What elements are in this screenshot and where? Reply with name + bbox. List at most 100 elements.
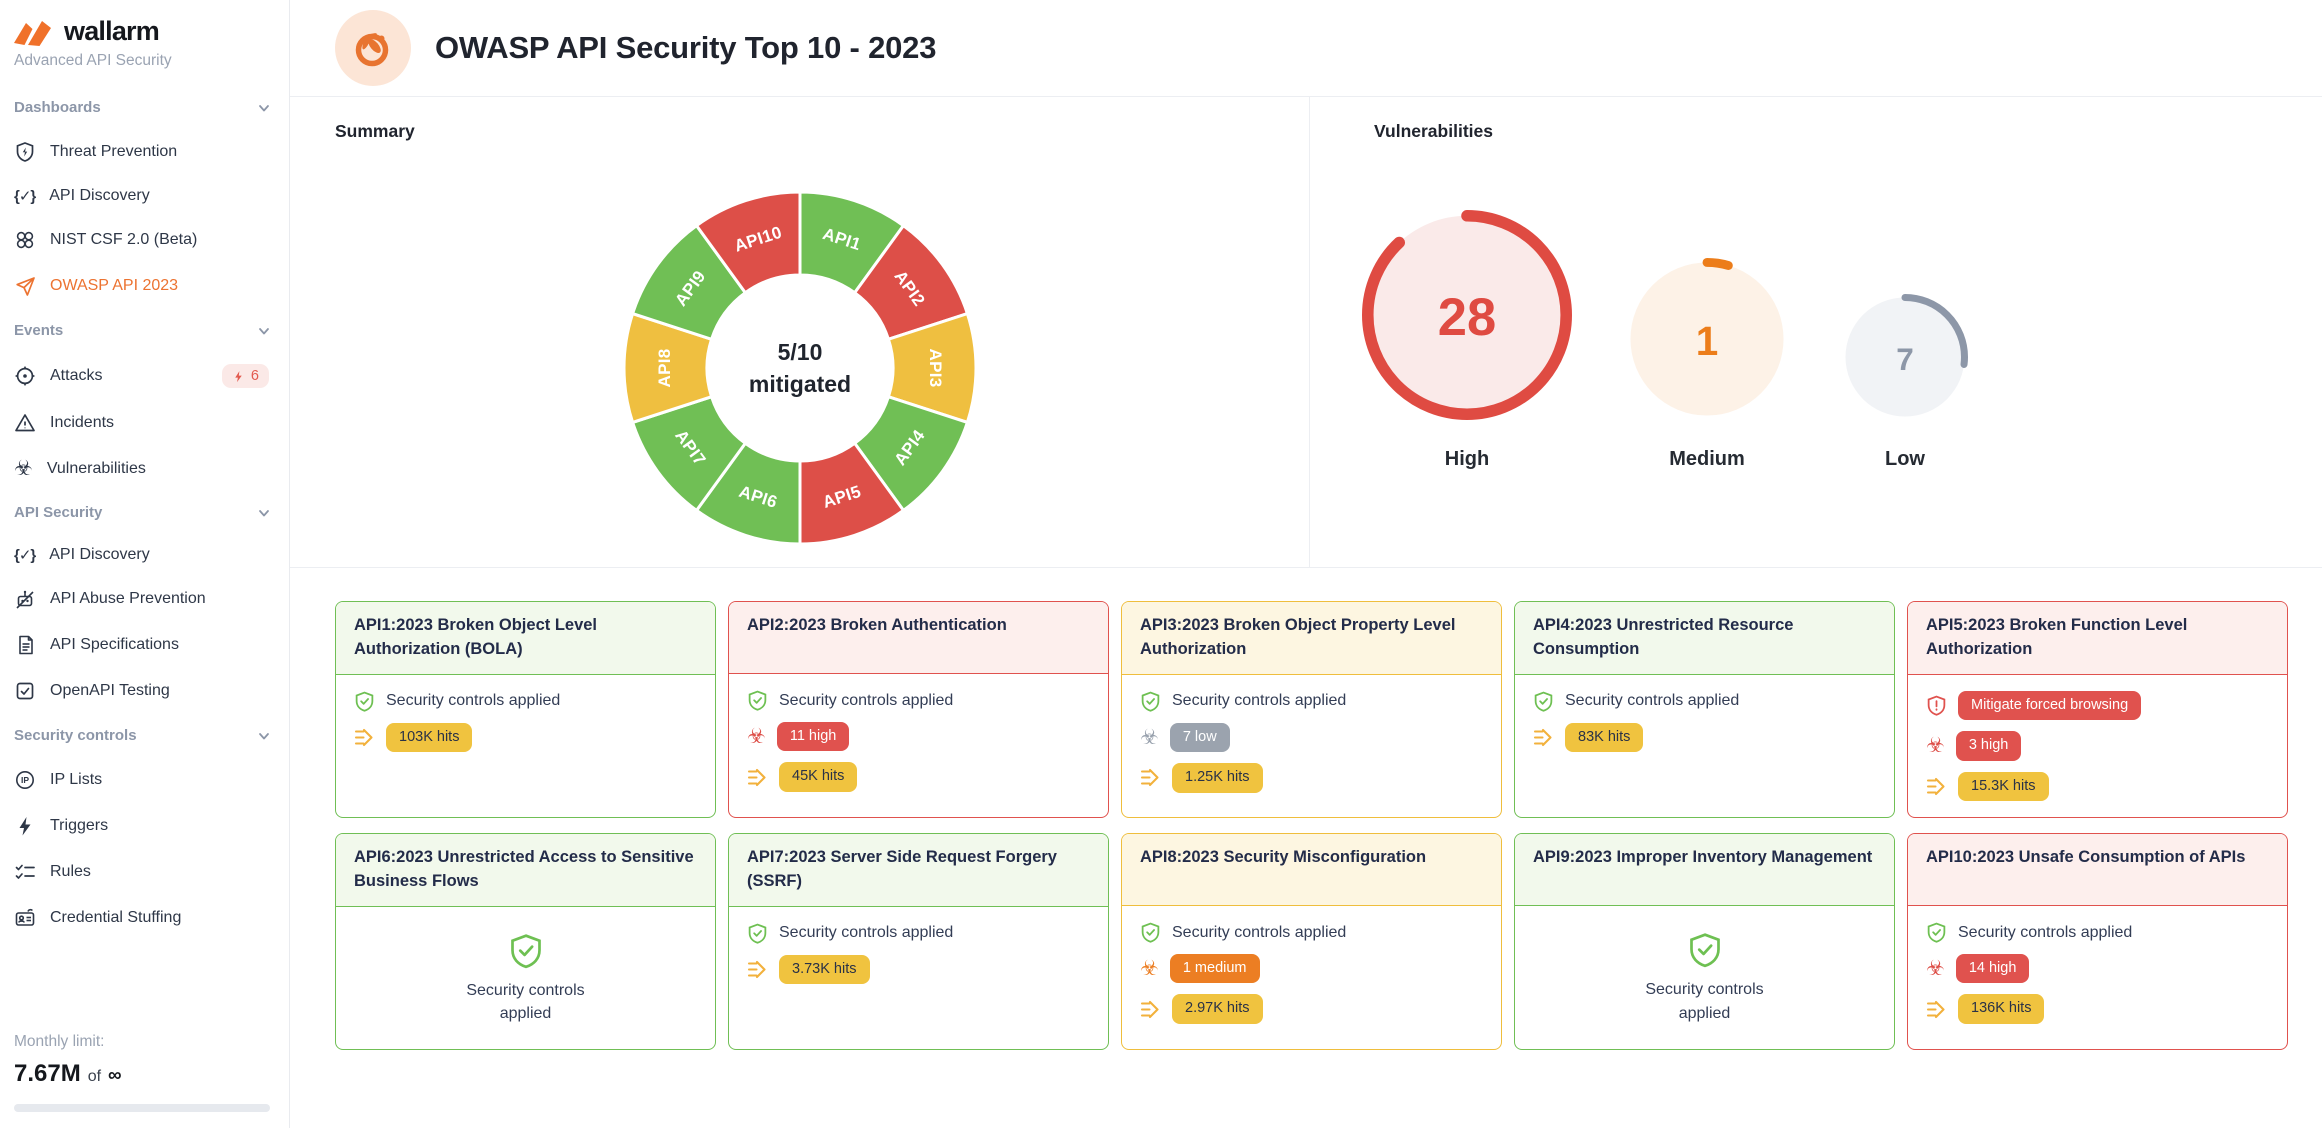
- ip-circle-icon: IP: [14, 769, 36, 791]
- sidebar-section-header-api-security[interactable]: API Security: [13, 491, 289, 534]
- sidebar-item-openapi-testing[interactable]: OpenAPI Testing: [13, 668, 289, 714]
- product-subtitle: Advanced API Security: [14, 52, 172, 69]
- shield-check-icon: [1926, 922, 1947, 943]
- security-status-text: Security controls applied: [466, 981, 585, 1022]
- card-body: Security controls applied: [336, 907, 715, 1049]
- sidebar-item-label: API Abuse Prevention: [50, 590, 206, 607]
- badge-7-low[interactable]: 7 low: [1169, 722, 1230, 753]
- monthly-limit-progress-bar: [14, 1104, 270, 1112]
- badge-14-high[interactable]: 14 high: [1955, 954, 2030, 984]
- donut-segment-label: API8: [655, 349, 674, 388]
- badge-83k-hits[interactable]: 83K hits: [1565, 722, 1644, 753]
- card-api3[interactable]: API3:2023 Broken Object Property Level A…: [1121, 601, 1502, 818]
- card-header: API4:2023 Unrestricted Resource Consumpt…: [1515, 602, 1894, 675]
- sidebar-item-vulnerabilities[interactable]: ☣ Vulnerabilities: [13, 446, 289, 491]
- badge-3-73k-hits[interactable]: 3.73K hits: [779, 954, 870, 985]
- sidebar-section-header-dashboards[interactable]: Dashboards: [13, 86, 289, 129]
- summary-panel: Summary API1 API2 API3 API4 API5 API6 API7 API8…: [290, 97, 1310, 567]
- card-api9[interactable]: API9:2023 Improper Inventory Management …: [1514, 833, 1895, 1050]
- badge-45k-hits[interactable]: 45K hits: [779, 762, 858, 792]
- metric-row: 83K hits: [1533, 722, 1876, 753]
- badge-136k-hits[interactable]: 136K hits: [1958, 994, 2045, 1024]
- badge-103k-hits[interactable]: 103K hits: [386, 722, 473, 753]
- metric-row: 103K hits: [354, 722, 697, 753]
- checklist-icon: [14, 861, 36, 883]
- card-header: API10:2023 Unsafe Consumption of APIs: [1908, 834, 2287, 906]
- sidebar-section-label: Dashboards: [14, 99, 101, 116]
- sidebar-section-header-security-controls[interactable]: Security controls: [13, 714, 289, 757]
- sidebar-section-label: Events: [14, 322, 64, 339]
- card-api4[interactable]: API4:2023 Unrestricted Resource Consumpt…: [1514, 601, 1895, 818]
- donut-segment-label: API3: [926, 349, 945, 388]
- sidebar-item-label: Credential Stuffing: [50, 909, 182, 926]
- wallarm-logo[interactable]: wallarm: [13, 16, 289, 47]
- sidebar-item-api-abuse-prevention[interactable]: API Abuse Prevention: [13, 576, 289, 622]
- security-status-text: Security controls applied: [1172, 923, 1347, 941]
- card-api2[interactable]: API2:2023 Broken Authentication Security…: [728, 601, 1109, 818]
- sidebar-item-label: IP Lists: [50, 771, 103, 788]
- monthly-limit-block: Monthly limit: 7.67M of ∞: [13, 1033, 289, 1114]
- card-api10[interactable]: API10:2023 Unsafe Consumption of APIs Se…: [1907, 833, 2288, 1050]
- sidebar-item-nist-csf-2-0-beta[interactable]: NIST CSF 2.0 (Beta): [13, 217, 289, 263]
- sidebar-item-label: API Specifications: [50, 636, 179, 653]
- security-status-text: Security controls applied: [386, 692, 561, 710]
- biohazard-icon: ☣: [747, 725, 766, 749]
- card-body: Security controls applied ☣ 1 medium 2.9…: [1122, 906, 1501, 1049]
- sidebar-item-triggers[interactable]: Triggers: [13, 803, 289, 849]
- card-api8[interactable]: API8:2023 Security Misconfiguration Secu…: [1121, 833, 1502, 1050]
- metric-row: ☣ 7 low: [1140, 722, 1483, 753]
- sidebar-item-rules[interactable]: Rules: [13, 849, 289, 895]
- card-api5[interactable]: API5:2023 Broken Function Level Authoriz…: [1907, 601, 2288, 818]
- sidebar-section-label: Security controls: [14, 727, 137, 744]
- metric-row: Mitigate forced browsing: [1926, 690, 2269, 721]
- badge-15-3k-hits[interactable]: 15.3K hits: [1958, 771, 2049, 802]
- sidebar-item-attacks[interactable]: Attacks 6: [13, 352, 289, 400]
- hits-arrows-icon: [747, 959, 768, 980]
- sidebar-item-credential-stuffing[interactable]: Credential Stuffing: [13, 895, 289, 941]
- infinity-icon: ∞: [108, 1065, 122, 1086]
- chevron-down-icon: [257, 506, 271, 520]
- shield-check-icon: [508, 933, 544, 969]
- shield-bolt-icon: [14, 141, 36, 163]
- sidebar-item-owasp-api-2023[interactable]: OWASP API 2023: [13, 263, 289, 309]
- gauge-low[interactable]: 7 Low: [1836, 209, 1974, 471]
- biohazard-icon: ☣: [1140, 957, 1159, 981]
- badge-mitigate-forced-browsing[interactable]: Mitigate forced browsing: [1958, 690, 2142, 721]
- security-status-row: Security controls applied: [747, 690, 1090, 711]
- sidebar-item-api-specifications[interactable]: API Specifications: [13, 622, 289, 668]
- sidebar-item-ip-lists[interactable]: IP IP Lists: [13, 757, 289, 803]
- charts-row: Summary API1 API2 API3 API4 API5 API6 API7 API8…: [290, 97, 2322, 568]
- page-title: OWASP API Security Top 10 - 2023: [435, 30, 937, 65]
- card-api6[interactable]: API6:2023 Unrestricted Access to Sensiti…: [335, 833, 716, 1050]
- gauge-ring: [1362, 210, 1572, 420]
- vulnerability-gauges: 28 High 1 Medium 7 Low: [1356, 209, 1974, 471]
- main-content: OWASP API Security Top 10 - 2023 Summary…: [290, 0, 2322, 1128]
- four-circles-icon: [14, 229, 36, 251]
- badge-11-high[interactable]: 11 high: [776, 722, 850, 752]
- card-api1[interactable]: API1:2023 Broken Object Level Authorizat…: [335, 601, 716, 818]
- badge-1-medium[interactable]: 1 medium: [1169, 954, 1260, 984]
- gauge-chart: 7: [1836, 288, 1974, 431]
- card-body: Security controls applied ☣ 11 high 45K …: [729, 674, 1108, 817]
- gauge-high[interactable]: 28 High: [1356, 209, 1578, 471]
- gauge-chart: 28: [1356, 204, 1578, 431]
- sidebar-item-incidents[interactable]: Incidents: [13, 400, 289, 446]
- badge-1-25k-hits[interactable]: 1.25K hits: [1172, 763, 1263, 793]
- gauge-medium[interactable]: 1 Medium: [1620, 209, 1794, 471]
- sidebar-item-api-discovery[interactable]: {✓} API Discovery: [13, 534, 289, 576]
- sidebar-item-api-discovery[interactable]: {✓} API Discovery: [13, 175, 289, 217]
- gauge-slot: 7: [1836, 209, 1974, 431]
- card-api7[interactable]: API7:2023 Server Side Request Forgery (S…: [728, 833, 1109, 1050]
- card-title: API1:2023 Broken Object Level Authorizat…: [354, 616, 598, 658]
- badge-3-high[interactable]: 3 high: [1955, 731, 2022, 761]
- sidebar-item-label: OWASP API 2023: [50, 277, 179, 294]
- donut-segment-api10[interactable]: [694, 190, 802, 295]
- biohazard-icon: ☣: [1926, 957, 1945, 981]
- sidebar-section-header-events[interactable]: Events: [13, 309, 289, 352]
- paper-plane-icon: [14, 275, 36, 297]
- badge-2-97k-hits[interactable]: 2.97K hits: [1172, 994, 1263, 1024]
- checkbox-icon: [14, 680, 36, 702]
- sidebar-item-threat-prevention[interactable]: Threat Prevention: [13, 129, 289, 175]
- shield-check-icon: [1140, 922, 1161, 943]
- braces-icon: {✓}: [14, 546, 36, 564]
